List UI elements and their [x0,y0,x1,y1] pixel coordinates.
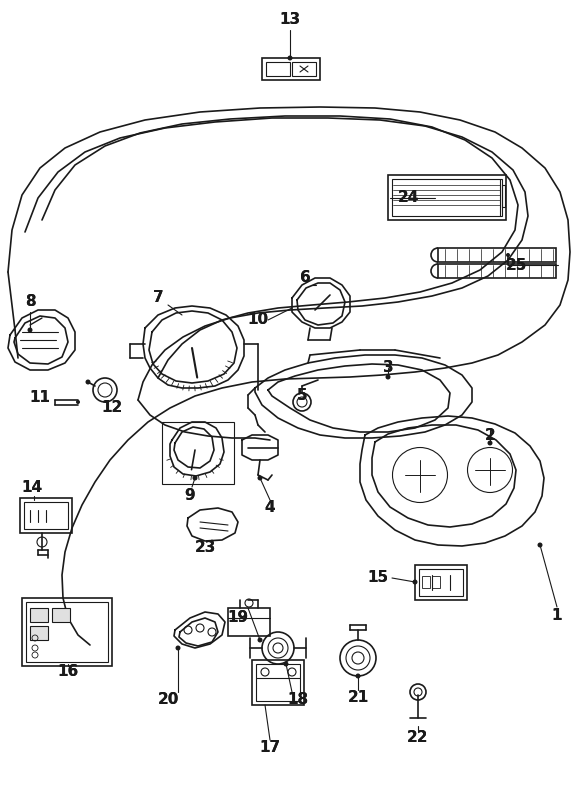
Bar [262,58,320,80]
Bar [502,185,505,207]
Text: 11: 11 [29,391,51,406]
Circle shape [76,400,80,404]
Bar [419,569,463,596]
Circle shape [175,645,181,651]
Text: 4: 4 [265,501,275,516]
Text: 16: 16 [58,664,79,680]
Bar [30,608,48,622]
Circle shape [192,476,198,480]
Circle shape [85,380,91,384]
Text: 4: 4 [265,501,275,516]
Text: 24: 24 [397,190,419,205]
Text: 18: 18 [288,692,309,707]
Circle shape [258,476,262,480]
Text: 12: 12 [101,401,123,416]
Text: 14: 14 [21,480,42,495]
Text: 13: 13 [279,13,300,28]
Text: 17: 17 [259,740,280,755]
Circle shape [283,662,289,667]
Bar [388,175,506,220]
Circle shape [258,637,262,642]
Bar [432,576,440,588]
Text: 14: 14 [21,480,42,495]
Text: 10: 10 [248,313,269,328]
Text: 21: 21 [348,690,369,706]
Text: 12: 12 [101,401,123,416]
Text: 10: 10 [248,313,269,328]
Bar [52,608,70,622]
Text: 22: 22 [407,730,429,745]
Text: 25: 25 [505,258,527,273]
Text: 15: 15 [368,571,389,586]
Text: 2: 2 [485,428,495,443]
Bar [162,422,234,484]
Text: 9: 9 [185,487,195,502]
Bar [292,62,316,76]
Bar [415,565,467,600]
Bar [422,576,430,588]
Bar [392,179,502,216]
Bar [256,664,300,701]
Text: 5: 5 [297,387,308,402]
Text: 23: 23 [194,541,216,556]
Bar [228,608,270,636]
Text: 2: 2 [485,428,495,443]
Circle shape [288,56,292,61]
Text: 13: 13 [279,13,300,28]
Bar [438,248,556,262]
Circle shape [537,542,543,548]
Bar [22,598,112,666]
Text: 20: 20 [158,692,179,707]
Text: 7: 7 [153,291,163,306]
Text: 1: 1 [552,608,562,623]
Text: 19: 19 [228,611,249,626]
Text: 3: 3 [383,361,393,376]
Text: 7: 7 [153,291,163,306]
Bar [20,498,72,533]
Circle shape [487,440,493,446]
Text: 25: 25 [505,258,527,273]
Text: 18: 18 [288,692,309,707]
Text: 6: 6 [300,270,310,285]
Text: 6: 6 [300,270,310,285]
Text: 22: 22 [407,730,429,745]
Text: 19: 19 [228,611,249,626]
Text: 9: 9 [185,487,195,502]
Text: 1: 1 [552,608,562,623]
Circle shape [506,253,510,257]
Text: 20: 20 [158,692,179,707]
Bar [26,602,108,662]
Text: 17: 17 [259,740,280,755]
Circle shape [28,328,32,332]
Text: 23: 23 [194,541,216,556]
Bar [266,62,290,76]
Bar [252,660,304,705]
Text: 8: 8 [25,295,35,310]
Text: 16: 16 [58,664,79,680]
Text: 15: 15 [368,571,389,586]
Text: 21: 21 [348,690,369,706]
Text: 3: 3 [383,361,393,376]
Circle shape [356,674,360,678]
Circle shape [413,579,417,585]
Text: 11: 11 [29,391,51,406]
Circle shape [386,374,390,380]
Bar [438,264,556,278]
Text: 5: 5 [297,387,308,402]
Bar [24,502,68,529]
Text: 24: 24 [397,190,419,205]
Bar [30,626,48,640]
Text: 8: 8 [25,295,35,310]
